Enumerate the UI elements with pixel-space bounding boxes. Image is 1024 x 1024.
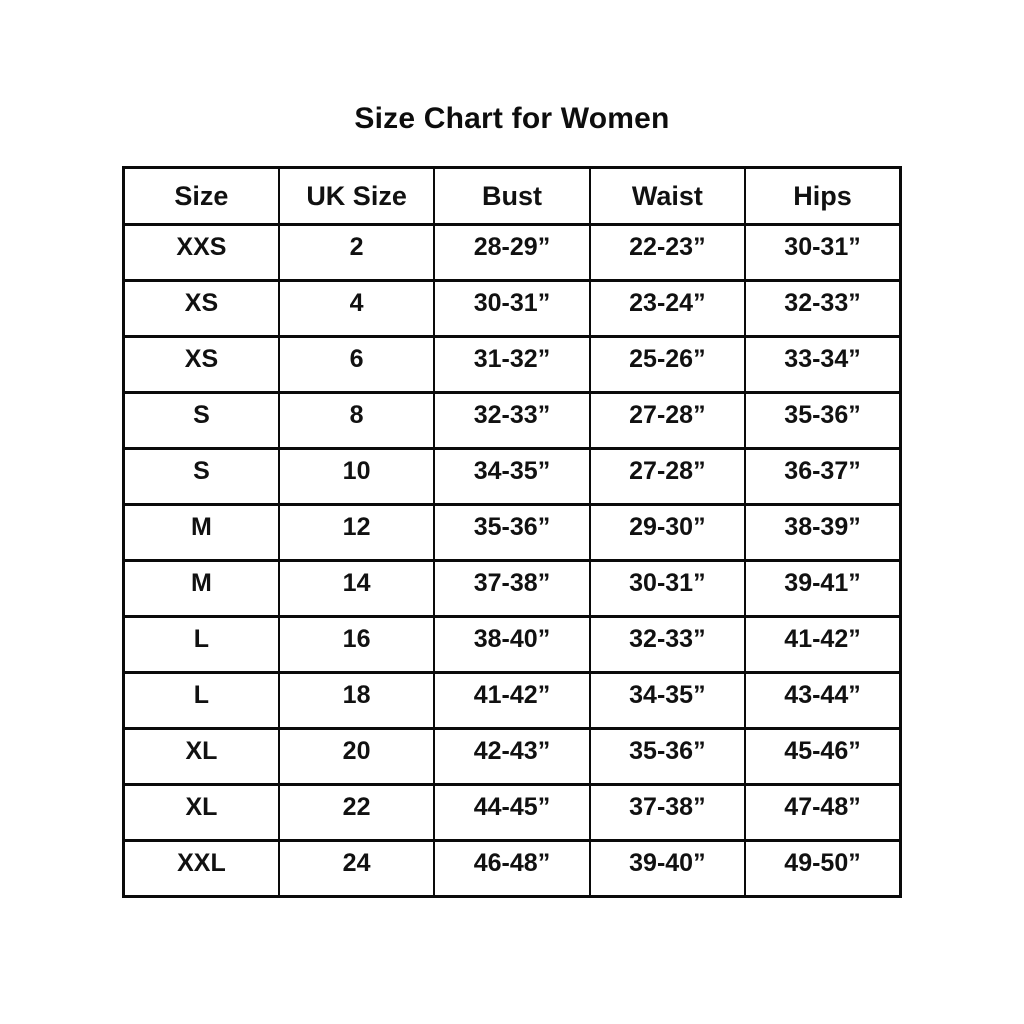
cell-size: M [122, 503, 280, 562]
cell-waist: 27-28” [588, 447, 747, 506]
cell-size: L [122, 671, 280, 730]
cell-bust: 37-38” [433, 559, 591, 618]
cell-size: M [122, 559, 280, 618]
cell-uk-size: 20 [277, 727, 436, 786]
cell-bust: 31-32” [433, 335, 591, 394]
column-header-waist: Waist [588, 166, 747, 226]
cell-hips: 47-48” [744, 783, 902, 842]
cell-waist: 34-35” [588, 671, 747, 730]
table-row: XS 6 31-32” 25-26” 33-34” [122, 335, 902, 394]
cell-size: XXS [122, 223, 280, 282]
cell-size: XL [122, 783, 280, 842]
cell-hips: 45-46” [744, 727, 902, 786]
cell-waist: 30-31” [588, 559, 747, 618]
cell-waist: 23-24” [588, 279, 747, 338]
table-row: XXS 2 28-29” 22-23” 30-31” [122, 223, 902, 282]
cell-uk-size: 24 [277, 839, 436, 898]
cell-waist: 29-30” [588, 503, 747, 562]
cell-bust: 42-43” [433, 727, 591, 786]
cell-size: S [122, 391, 280, 450]
page-title: Size Chart for Women [354, 102, 670, 135]
table-row: M 14 37-38” 30-31” 39-41” [122, 559, 902, 618]
cell-hips: 38-39” [744, 503, 902, 562]
cell-uk-size: 12 [277, 503, 436, 562]
table-row: XXL 24 46-48” 39-40” 49-50” [122, 839, 902, 898]
cell-bust: 35-36” [433, 503, 591, 562]
cell-bust: 32-33” [433, 391, 591, 450]
size-chart-table-header: Size UK Size Bust Waist Hips [122, 166, 902, 226]
table-row: XL 20 42-43” 35-36” 45-46” [122, 727, 902, 786]
cell-hips: 35-36” [744, 391, 902, 450]
header-row: Size UK Size Bust Waist Hips [122, 166, 902, 226]
cell-size: XL [122, 727, 280, 786]
cell-bust: 46-48” [433, 839, 591, 898]
cell-waist: 22-23” [588, 223, 747, 282]
cell-waist: 27-28” [588, 391, 747, 450]
table-row: L 18 41-42” 34-35” 43-44” [122, 671, 902, 730]
cell-hips: 41-42” [744, 615, 902, 674]
cell-uk-size: 4 [277, 279, 436, 338]
cell-size: S [122, 447, 280, 506]
table-row: S 10 34-35” 27-28” 36-37” [122, 447, 902, 506]
size-chart-table: Size UK Size Bust Waist Hips XXS 2 28-29” 2… [122, 166, 902, 898]
cell-hips: 36-37” [744, 447, 902, 506]
cell-bust: 41-42” [433, 671, 591, 730]
cell-bust: 44-45” [433, 783, 591, 842]
cell-uk-size: 6 [277, 335, 436, 394]
column-header-bust: Bust [433, 166, 591, 226]
cell-waist: 25-26” [588, 335, 747, 394]
cell-uk-size: 8 [277, 391, 436, 450]
cell-bust: 38-40” [433, 615, 591, 674]
column-header-uk-size: UK Size [277, 166, 436, 226]
cell-bust: 30-31” [433, 279, 591, 338]
cell-uk-size: 16 [277, 615, 436, 674]
cell-hips: 33-34” [744, 335, 902, 394]
cell-bust: 34-35” [433, 447, 591, 506]
cell-hips: 32-33” [744, 279, 902, 338]
cell-waist: 35-36” [588, 727, 747, 786]
column-header-size: Size [122, 166, 280, 226]
cell-hips: 30-31” [744, 223, 902, 282]
size-chart-table-body: XXS 2 28-29” 22-23” 30-31” XS 4 30-31” 23-24” 32-… [122, 223, 902, 898]
cell-waist: 39-40” [588, 839, 747, 898]
table-row: S 8 32-33” 27-28” 35-36” [122, 391, 902, 450]
cell-size: XS [122, 335, 280, 394]
cell-uk-size: 18 [277, 671, 436, 730]
table-row: M 12 35-36” 29-30” 38-39” [122, 503, 902, 562]
table-row: L 16 38-40” 32-33” 41-42” [122, 615, 902, 674]
cell-size: XXL [122, 839, 280, 898]
table-row: XL 22 44-45” 37-38” 47-48” [122, 783, 902, 842]
table-row: XS 4 30-31” 23-24” 32-33” [122, 279, 902, 338]
cell-bust: 28-29” [433, 223, 591, 282]
cell-hips: 49-50” [744, 839, 902, 898]
cell-hips: 43-44” [744, 671, 902, 730]
cell-uk-size: 14 [277, 559, 436, 618]
cell-uk-size: 2 [277, 223, 436, 282]
cell-hips: 39-41” [744, 559, 902, 618]
cell-size: XS [122, 279, 280, 338]
cell-waist: 32-33” [588, 615, 747, 674]
cell-waist: 37-38” [588, 783, 747, 842]
cell-size: L [122, 615, 280, 674]
column-header-hips: Hips [744, 166, 902, 226]
cell-uk-size: 22 [277, 783, 436, 842]
cell-uk-size: 10 [277, 447, 436, 506]
